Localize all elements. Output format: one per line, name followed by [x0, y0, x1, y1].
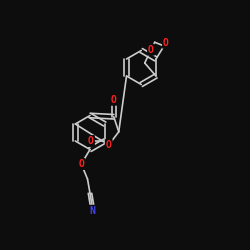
Text: O: O	[78, 159, 84, 169]
Text: N: N	[90, 206, 96, 216]
Text: O: O	[106, 140, 112, 150]
Text: O: O	[148, 45, 154, 55]
Text: O: O	[163, 38, 169, 48]
Text: O: O	[88, 136, 94, 146]
Text: O: O	[111, 95, 117, 105]
